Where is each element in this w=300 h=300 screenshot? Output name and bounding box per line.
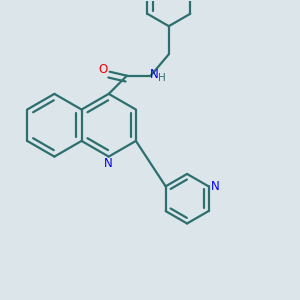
Text: N: N [150, 68, 159, 80]
Text: H: H [158, 73, 166, 83]
Text: N: N [211, 180, 220, 193]
Text: O: O [98, 63, 108, 76]
Text: N: N [104, 158, 113, 170]
